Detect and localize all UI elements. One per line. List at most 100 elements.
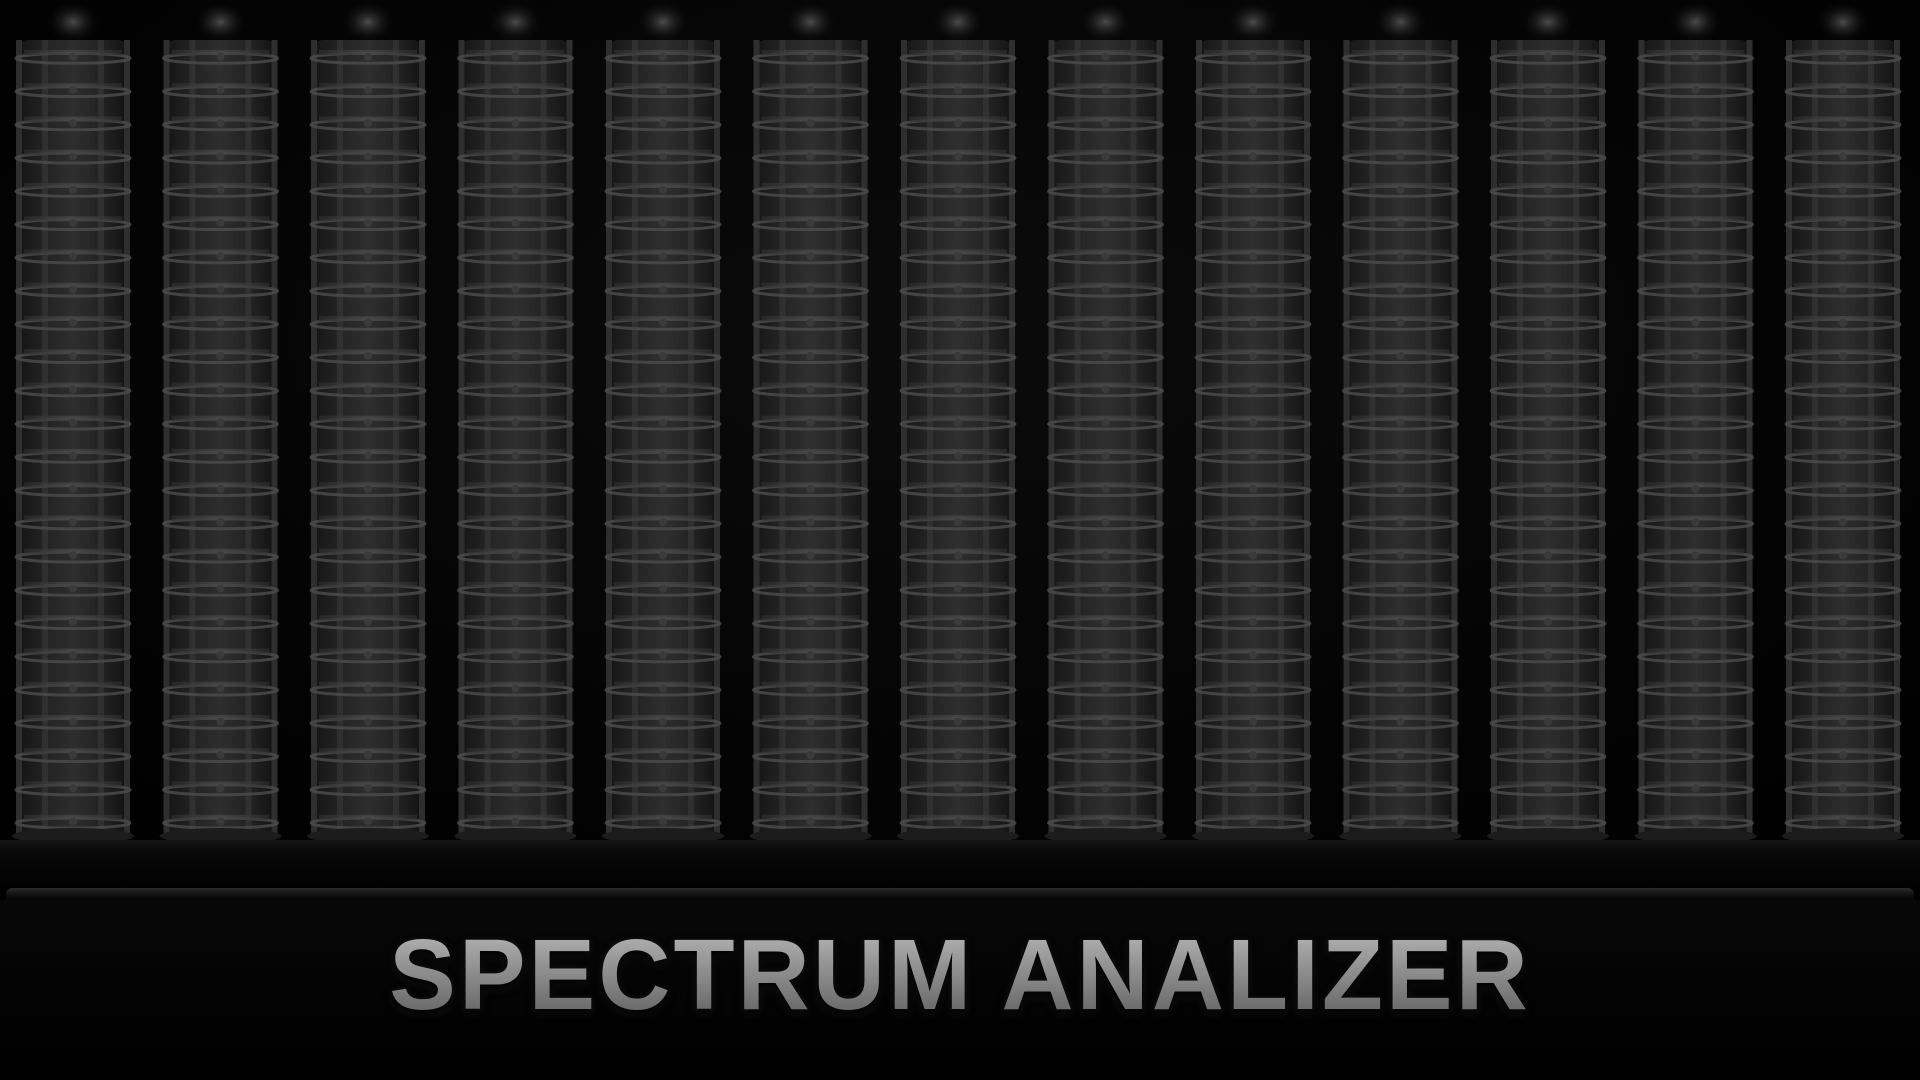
meter-segment [162, 182, 279, 198]
meter-segment [14, 282, 132, 298]
meter-segment [899, 182, 1017, 198]
spectrum-column [12, 0, 134, 844]
meter-segment [752, 249, 869, 265]
meter-segment [14, 83, 132, 99]
meter-segment [162, 748, 279, 764]
meter-segment [162, 714, 279, 730]
spectrum-columns [12, 0, 1904, 844]
meter-segment [899, 515, 1017, 531]
meter-segment [752, 781, 869, 797]
column-rail [311, 40, 317, 838]
meter-segment [1637, 382, 1754, 398]
meter-segment [162, 448, 279, 464]
meter-segment [1047, 448, 1164, 464]
meter-segment [14, 49, 132, 65]
meter-segment [1342, 116, 1459, 132]
meter-segment [457, 382, 574, 398]
meter-segment [162, 615, 279, 631]
meter-segment [14, 714, 132, 730]
meter-segment [752, 349, 869, 365]
spectrum-column [307, 0, 429, 844]
meter-segment [162, 581, 279, 597]
meter-segment [1784, 49, 1902, 65]
meter-segment [1489, 282, 1607, 298]
spectrum-column [1782, 0, 1904, 844]
meter-segment [752, 548, 869, 564]
meter-segment [14, 382, 132, 398]
meter-segment [1489, 249, 1607, 265]
meter-segment [457, 149, 574, 165]
meter-segment [1194, 116, 1312, 132]
meter-segment [1342, 83, 1459, 99]
meter-segment [1489, 748, 1607, 764]
meter-segment [1342, 415, 1459, 431]
meter-segment [899, 382, 1017, 398]
meter-segment [1637, 182, 1754, 198]
meter-segment [1342, 315, 1459, 331]
meter-segment [899, 249, 1017, 265]
meter-segment [604, 349, 722, 365]
meter-segment [604, 615, 722, 631]
meter-segment [1342, 615, 1459, 631]
meter-segment [899, 748, 1017, 764]
meter-segment [14, 681, 132, 697]
meter-segment [1784, 182, 1902, 198]
meter-segment [1637, 482, 1754, 498]
meter-segment [1637, 615, 1754, 631]
meter-segment [1489, 49, 1607, 65]
meter-segment [309, 83, 427, 99]
meter-segment [162, 216, 279, 232]
meter-segment [604, 249, 722, 265]
meter-segment [162, 149, 279, 165]
column-inner-bar [1369, 40, 1376, 838]
meter-segment [1489, 149, 1607, 165]
meter-segment [457, 781, 574, 797]
column-inner-bar [1222, 40, 1228, 838]
meter-segment [1637, 515, 1754, 531]
meter-segment [1784, 714, 1902, 730]
meter-segment [1194, 349, 1312, 365]
spectrum-column [1634, 0, 1757, 844]
meter-segment [1047, 581, 1164, 597]
meter-segment [1342, 581, 1459, 597]
column-rail [124, 40, 130, 838]
column-top-glow [487, 0, 544, 44]
spectrum-column [159, 0, 282, 844]
meter-segment [604, 182, 722, 198]
meter-segment [752, 515, 869, 531]
meter-segment [162, 83, 279, 99]
meter-segment [1784, 116, 1902, 132]
meter-segment [162, 515, 279, 531]
meter-segment [899, 116, 1017, 132]
meter-segment [1489, 382, 1607, 398]
column-rail [753, 40, 760, 838]
meter-segment [1047, 315, 1164, 331]
meter-segment [752, 282, 869, 298]
column-inner-bar [245, 40, 252, 838]
column-inner-bar [337, 40, 343, 838]
meter-segment [14, 448, 132, 464]
meter-segment [1342, 448, 1459, 464]
spectrum-column [749, 0, 872, 844]
meter-segment [604, 548, 722, 564]
column-rail [1746, 40, 1753, 838]
column-top-glow [1520, 0, 1576, 44]
label-panel [0, 900, 1920, 1080]
meter-segment [1342, 282, 1459, 298]
meter-segment [1489, 315, 1607, 331]
column-top-glow [1372, 0, 1429, 44]
meter-segment [1342, 49, 1459, 65]
column-inner-bar [1278, 40, 1284, 838]
meter-segment [1047, 681, 1164, 697]
meter-segment [162, 681, 279, 697]
column-top-glow [340, 0, 396, 44]
meter-segment [1047, 83, 1164, 99]
meter-segment [309, 748, 427, 764]
meter-segment [1342, 548, 1459, 564]
column-inner-bar [632, 40, 638, 838]
meter-segment [1784, 349, 1902, 365]
meter-segment [457, 681, 574, 697]
meter-segment [604, 448, 722, 464]
meter-segment [457, 615, 574, 631]
meter-segment [1489, 581, 1607, 597]
